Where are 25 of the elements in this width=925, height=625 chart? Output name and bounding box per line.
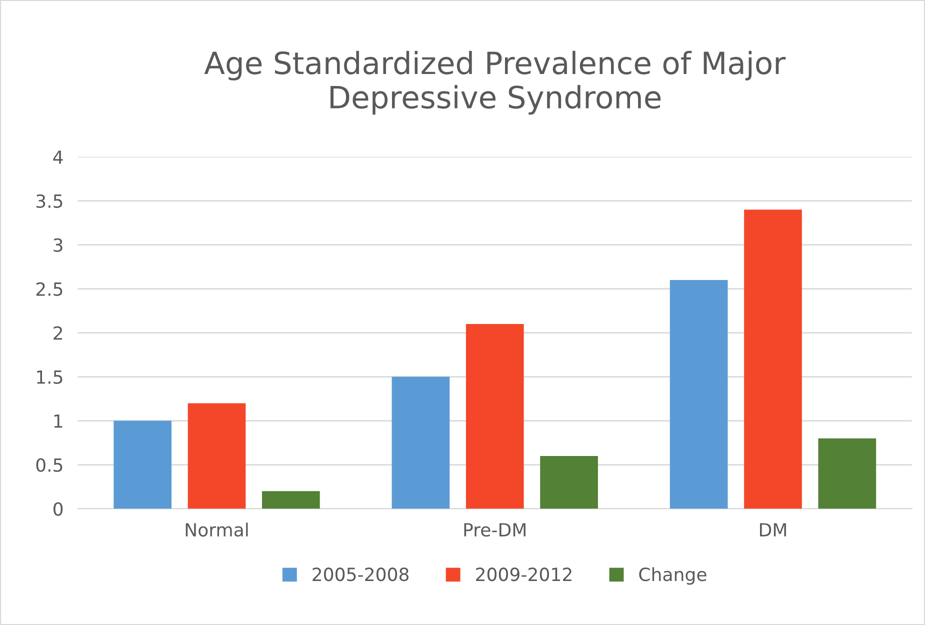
- y-tick-label: 0: [54, 502, 63, 516]
- y-tick-label: 2: [54, 326, 62, 340]
- bar: [466, 324, 524, 509]
- bar: [188, 403, 246, 509]
- x-tick-label: DM: [760, 523, 786, 536]
- bar: [540, 456, 598, 509]
- x-tick-label: Pre-DM: [464, 523, 526, 537]
- y-tick-label: 1: [54, 414, 62, 428]
- y-tick-label: 4: [53, 150, 63, 164]
- bar: [262, 491, 320, 509]
- y-tick-label: 2.5: [36, 282, 62, 296]
- bar: [818, 438, 876, 509]
- legend-label: Change: [639, 567, 706, 585]
- y-tick-label: 0.5: [36, 458, 62, 472]
- chart-title: Age Standardized Prevalence of Major Depressive Syndrome: [204, 50, 786, 115]
- bar: [670, 280, 728, 509]
- y-tick-label: 1.5: [37, 370, 62, 384]
- x-tick-label: Normal: [186, 522, 248, 537]
- y-tick-label: 3: [54, 238, 62, 252]
- bar: [392, 376, 450, 509]
- legend-label: 2005-2008: [312, 568, 409, 582]
- bar: [744, 210, 802, 509]
- legend-label: 2009-2012: [476, 568, 572, 582]
- bar: [114, 420, 172, 509]
- y-tick-label: 3.5: [36, 194, 62, 208]
